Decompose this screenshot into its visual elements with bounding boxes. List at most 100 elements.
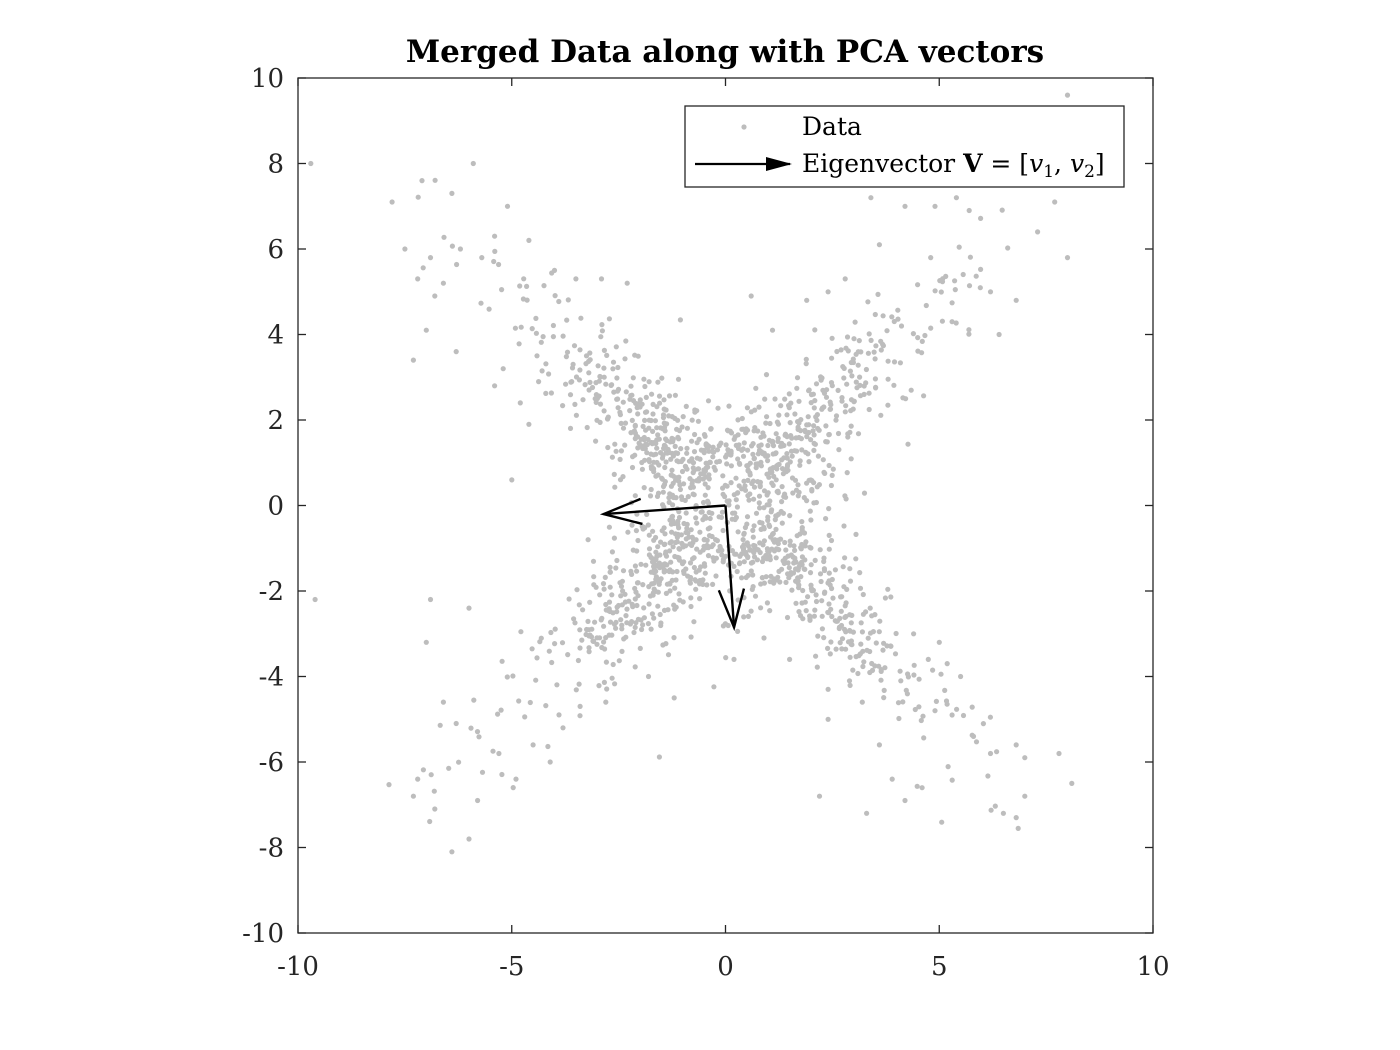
data-point [978, 266, 984, 272]
data-point [785, 571, 791, 577]
data-point [949, 300, 955, 306]
data-point [694, 455, 700, 461]
data-point [701, 543, 707, 549]
data-point [783, 494, 789, 500]
data-point [573, 687, 579, 693]
data-point [587, 379, 593, 385]
data-point [745, 613, 752, 620]
data-point [920, 713, 926, 719]
data-point [589, 384, 596, 391]
data-point [653, 557, 659, 563]
data-point [949, 712, 955, 718]
data-point [992, 803, 998, 809]
data-point [736, 561, 743, 567]
data-point [606, 599, 613, 605]
data-point [702, 433, 708, 439]
data-point [702, 492, 708, 498]
data-point [777, 579, 783, 585]
data-point [811, 613, 818, 619]
data-point [610, 661, 616, 668]
data-point [820, 387, 826, 393]
data-point [756, 404, 762, 410]
data-point [712, 467, 718, 473]
data-point [657, 400, 663, 406]
data-point [863, 366, 870, 373]
data-point [651, 459, 657, 465]
data-point [936, 639, 942, 645]
data-point [716, 514, 722, 520]
data-point [847, 612, 853, 618]
data-point [796, 398, 802, 404]
data-point [798, 546, 804, 552]
data-point [688, 527, 694, 533]
data-point [490, 748, 496, 754]
data-point [844, 470, 850, 476]
data-point [697, 529, 703, 535]
data-point [877, 618, 883, 624]
data-point [606, 524, 613, 530]
data-point [648, 486, 654, 493]
data-point [808, 392, 815, 398]
data-point [748, 568, 754, 574]
data-point [634, 548, 640, 554]
data-point [432, 806, 438, 812]
eigenvector-1-shaft [603, 504, 726, 516]
data-point [629, 619, 635, 625]
data-point [601, 365, 607, 371]
data-point [646, 417, 652, 423]
data-point [865, 299, 871, 305]
data-point [649, 581, 655, 587]
data-point [803, 361, 809, 367]
data-point [845, 348, 851, 354]
y-tick-label: 6 [267, 235, 284, 265]
data-point [812, 441, 819, 447]
data-point [593, 392, 600, 398]
data-point [911, 631, 917, 637]
data-point [707, 515, 713, 522]
data-point [499, 287, 505, 293]
data-point [1013, 297, 1019, 303]
data-point [605, 444, 611, 451]
data-point [642, 417, 648, 423]
data-point [577, 347, 583, 353]
data-point [740, 453, 747, 459]
x-tick-label: 0 [717, 952, 734, 982]
data-point [750, 441, 756, 447]
data-point [470, 160, 476, 167]
data-point [763, 453, 769, 459]
data-point [725, 447, 731, 453]
data-point [750, 478, 757, 484]
data-point [898, 678, 904, 684]
data-point [809, 488, 815, 494]
data-point [615, 364, 621, 371]
data-point [787, 538, 793, 544]
data-point [796, 582, 802, 588]
data-point [696, 436, 702, 442]
data-point [623, 634, 629, 640]
data-point [640, 622, 646, 628]
data-point [676, 591, 682, 597]
data-point [755, 547, 761, 553]
data-point [566, 596, 572, 602]
data-point [817, 547, 823, 553]
data-point [717, 543, 723, 550]
data-point [793, 487, 800, 493]
data-point [661, 607, 668, 614]
data-point [623, 338, 629, 344]
data-point [751, 523, 757, 529]
data-point [492, 383, 498, 389]
data-point [944, 661, 950, 667]
data-point [797, 462, 803, 468]
data-point [577, 367, 583, 373]
data-point [734, 568, 740, 575]
data-point [847, 682, 853, 689]
data-point [716, 458, 723, 464]
data-point [921, 393, 927, 399]
data-point [794, 533, 800, 539]
data-point [691, 619, 697, 625]
data-point [815, 425, 821, 432]
data-point [638, 617, 644, 623]
data-point [733, 442, 739, 448]
data-point [772, 451, 778, 457]
data-point [650, 528, 656, 534]
